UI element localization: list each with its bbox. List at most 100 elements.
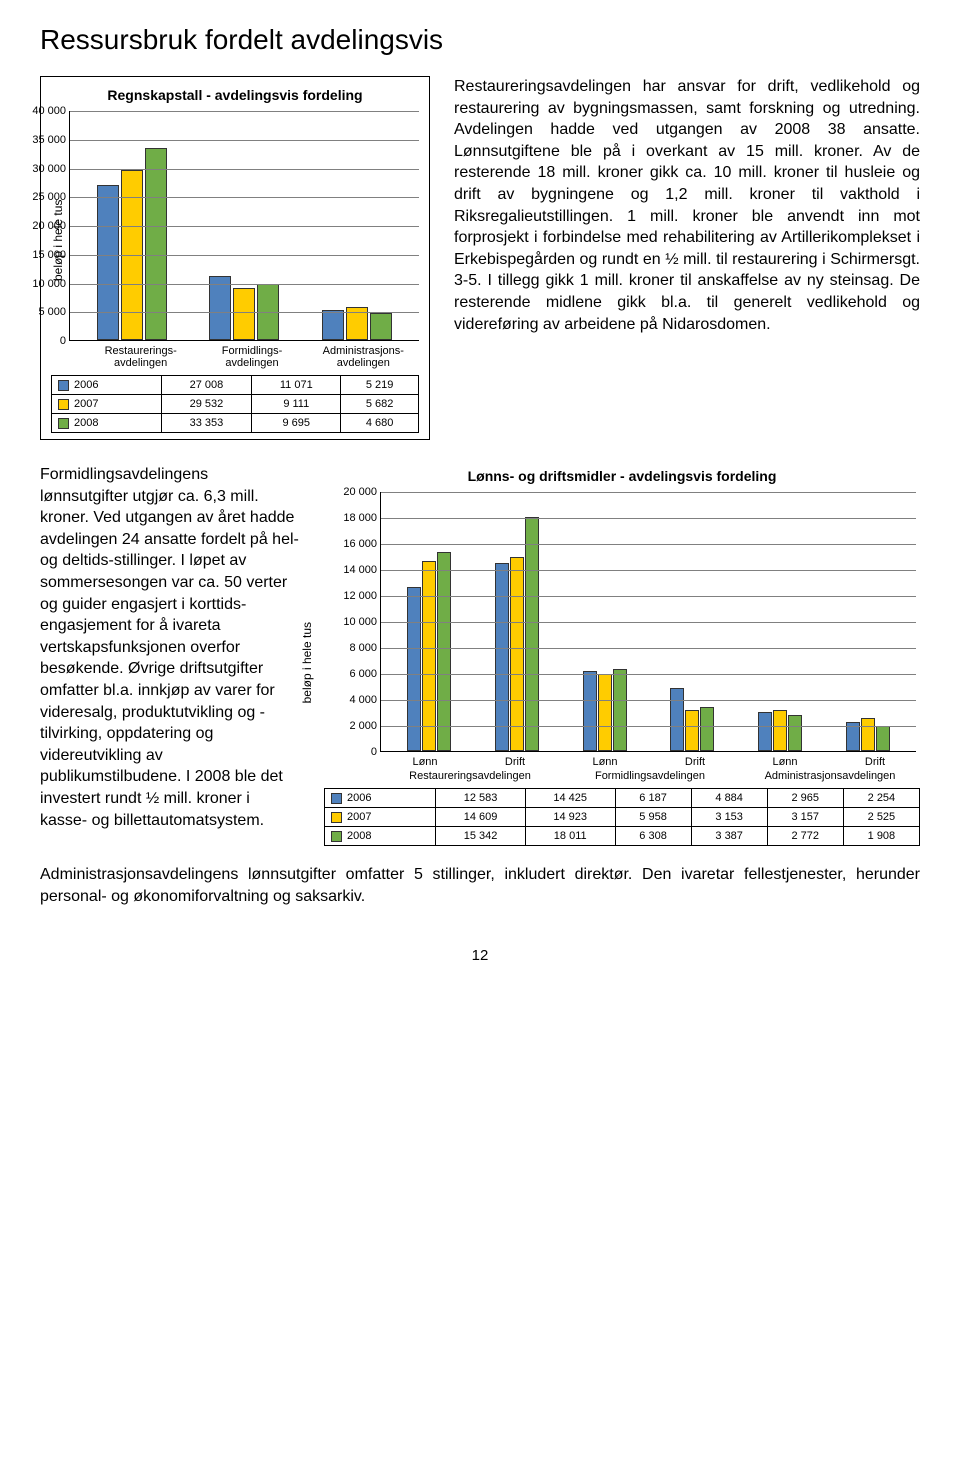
chart1-bar: [370, 313, 392, 340]
chart2-series-name: 2007: [347, 811, 371, 823]
chart2-bar: [510, 557, 524, 751]
chart1-ytick: 0: [18, 335, 66, 347]
chart2-subcat-label: Drift: [650, 756, 740, 768]
chart2-ytick: 10 000: [327, 616, 377, 628]
chart1-table-cell: 11 071: [252, 376, 341, 395]
chart2-data-table: 200612 58314 4256 1874 8842 9652 2542007…: [324, 788, 920, 846]
chart2-table-cell: 3 157: [767, 808, 843, 827]
chart2-table-cell: 3 153: [691, 808, 767, 827]
chart1-table-cell: 27 008: [161, 376, 252, 395]
chart2-table-cell: 18 011: [525, 827, 615, 846]
chart1-box: Regnskapstall - avdelingsvis fordeling b…: [40, 76, 430, 440]
chart2-gridline: [381, 622, 916, 623]
chart2-subcat-label: Lønn: [380, 756, 470, 768]
chart2-ytick: 6 000: [327, 668, 377, 680]
chart1-gridline: [70, 111, 419, 112]
chart2-bar-group: [385, 552, 473, 751]
chart2-bar: [613, 669, 627, 751]
chart1-gridline: [70, 255, 419, 256]
chart2-gridline: [381, 700, 916, 701]
chart1-ylabel: beløp i hele tus: [51, 111, 65, 369]
chart1-xlabel: Formidlings-avdelingen: [196, 345, 307, 369]
legend-swatch: [331, 831, 342, 842]
chart2-ytick: 8 000: [327, 642, 377, 654]
chart1-ytick: 5 000: [18, 306, 66, 318]
chart2-container: Lønns- og driftsmidler - avdelingsvis fo…: [324, 464, 920, 846]
chart2-ytick: 16 000: [327, 538, 377, 550]
chart2-bar: [437, 552, 451, 751]
chart2-ytick: 12 000: [327, 590, 377, 602]
chart2-table-cell: 15 342: [436, 827, 526, 846]
chart1-ytick: 40 000: [18, 105, 66, 117]
legend-swatch: [331, 793, 342, 804]
chart2-group-label: Restaureringsavdelingen: [380, 770, 560, 782]
chart2-table-cell: 1 908: [843, 827, 919, 846]
chart2-series-name: 2006: [347, 792, 371, 804]
chart1-table-row-label: 2007: [52, 395, 162, 414]
chart2-table-cell: 14 425: [525, 789, 615, 808]
chart1-bar-group: [76, 148, 188, 340]
legend-swatch: [58, 399, 69, 410]
chart2-subcat-label: Lønn: [560, 756, 650, 768]
chart1-table-cell: 5 682: [341, 395, 419, 414]
chart2-ylabel: beløp i hele tus: [300, 622, 314, 703]
chart1-gridline: [70, 140, 419, 141]
chart2-bar: [495, 563, 509, 751]
page-number: 12: [40, 947, 920, 964]
chart2-bar-group: [736, 710, 824, 751]
chart2-ytick: 2 000: [327, 720, 377, 732]
chart1-ytick: 35 000: [18, 134, 66, 146]
chart2-bar: [876, 726, 890, 751]
chart1-title: Regnskapstall - avdelingsvis fordeling: [51, 87, 419, 103]
chart2-bar-group: [561, 669, 649, 751]
chart2-table-cell: 14 609: [436, 808, 526, 827]
chart1-xlabels: Restaurerings-avdelingenFormidlings-avde…: [85, 345, 419, 369]
chart2-bar: [700, 707, 714, 751]
chart1-table-row-label: 2008: [52, 414, 162, 433]
chart2-table-cell: 2 772: [767, 827, 843, 846]
chart2-bar: [583, 671, 597, 751]
chart2-group-label: Administrasjonsavdelingen: [740, 770, 920, 782]
chart2-gridline: [381, 518, 916, 519]
row-2: Formidlingsavdelingens lønnsutgifter utg…: [40, 464, 920, 846]
chart1-xlabel: Restaurerings-avdelingen: [85, 345, 196, 369]
chart2-table-cell: 2 254: [843, 789, 919, 808]
chart1-gridline: [70, 284, 419, 285]
chart2-bar: [773, 710, 787, 751]
chart2-ytick: 4 000: [327, 694, 377, 706]
legend-swatch: [331, 812, 342, 823]
chart2-ytick: 18 000: [327, 512, 377, 524]
chart2-gridline: [381, 648, 916, 649]
chart1-bar: [97, 185, 119, 340]
chart1-gridline: [70, 226, 419, 227]
chart2-bar-group: [648, 688, 736, 751]
chart2-gridline: [381, 544, 916, 545]
chart2-group-labels: RestaureringsavdelingenFormidlingsavdeli…: [380, 770, 920, 782]
chart2-title: Lønns- og driftsmidler - avdelingsvis fo…: [324, 468, 920, 484]
chart2-subcat-label: Lønn: [740, 756, 830, 768]
paragraph-right: Restaureringsavdelingen har ansvar for d…: [454, 76, 920, 335]
chart2-box: Lønns- og driftsmidler - avdelingsvis fo…: [324, 464, 920, 846]
chart2-table-cell: 12 583: [436, 789, 526, 808]
chart2-gridline: [381, 674, 916, 675]
chart2-ytick: 20 000: [327, 486, 377, 498]
chart2-table-row-label: 2008: [325, 827, 436, 846]
chart1-gridline: [70, 312, 419, 313]
chart2-table-row-label: 2007: [325, 808, 436, 827]
chart2-bar: [861, 718, 875, 751]
chart2-table-cell: 4 884: [691, 789, 767, 808]
chart1-bar: [233, 288, 255, 340]
chart1-table-cell: 9 111: [252, 395, 341, 414]
chart2-plot: beløp i hele tus 02 0004 0006 0008 00010…: [380, 492, 916, 752]
legend-swatch: [58, 380, 69, 391]
chart1-table-cell: 5 219: [341, 376, 419, 395]
chart1-ytick: 20 000: [18, 220, 66, 232]
chart2-series-name: 2008: [347, 830, 371, 842]
chart1-bar-group: [188, 276, 300, 340]
chart1-gridline: [70, 197, 419, 198]
chart2-ytick: 14 000: [327, 564, 377, 576]
chart2-bar: [598, 674, 612, 751]
chart2-bar-group: [473, 517, 561, 751]
chart1-plot: 05 00010 00015 00020 00025 00030 00035 0…: [69, 111, 419, 341]
paragraph-bottom: Administrasjonsavdelingens lønnsutgifter…: [40, 864, 920, 907]
